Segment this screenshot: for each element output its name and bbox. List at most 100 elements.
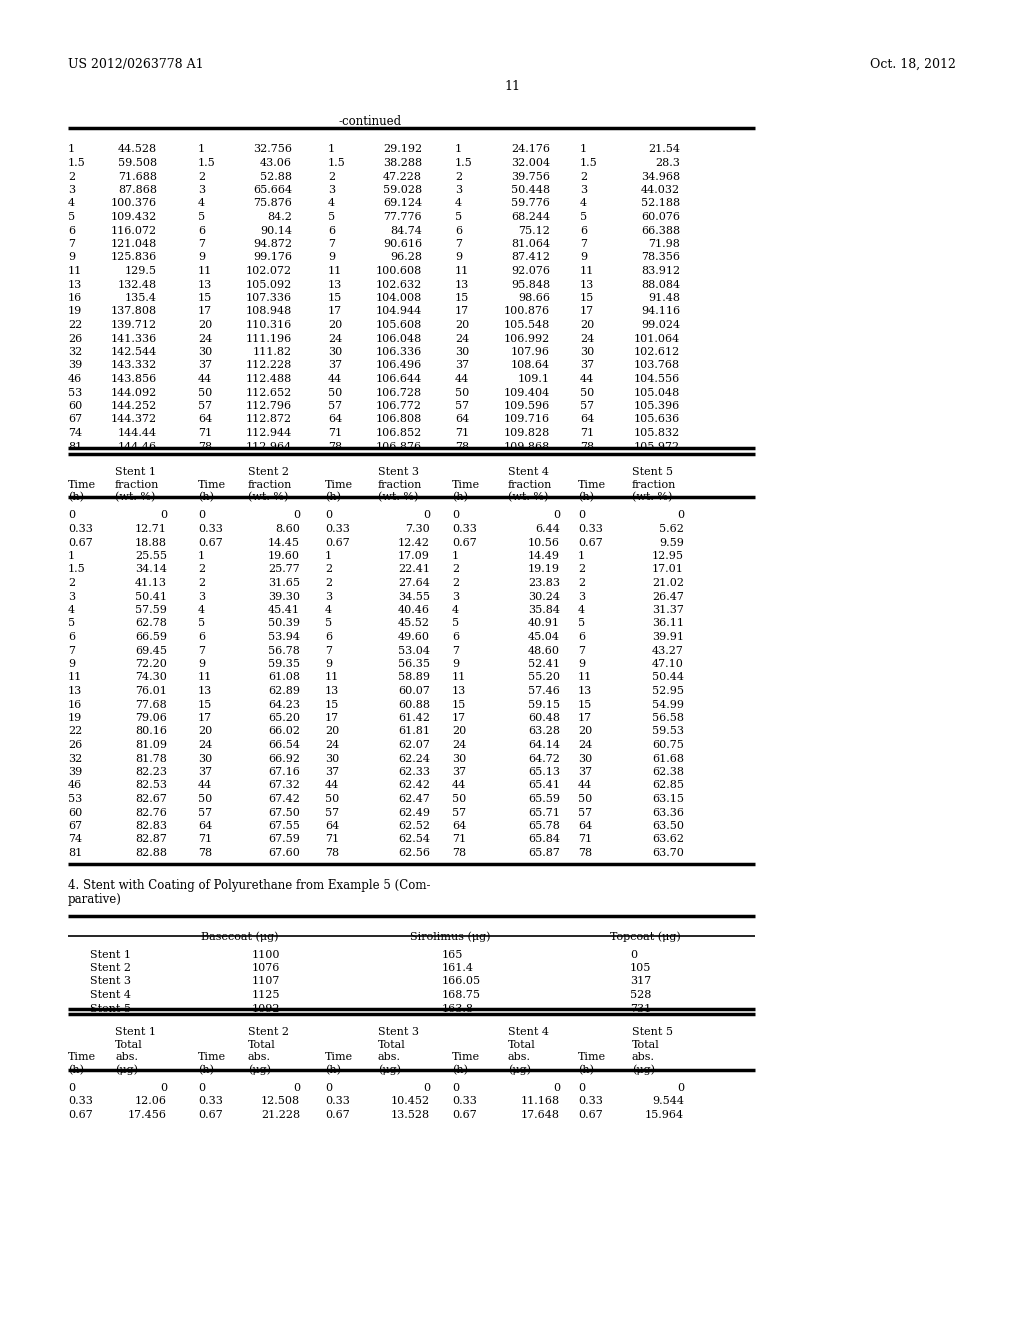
Text: 30: 30 — [198, 347, 212, 356]
Text: 53: 53 — [68, 388, 82, 397]
Text: Stent 1: Stent 1 — [115, 1027, 156, 1038]
Text: 31.37: 31.37 — [652, 605, 684, 615]
Text: 11: 11 — [452, 672, 466, 682]
Text: 9: 9 — [68, 252, 75, 263]
Text: 100.608: 100.608 — [376, 267, 422, 276]
Text: 0.67: 0.67 — [578, 1110, 603, 1119]
Text: 137.808: 137.808 — [111, 306, 157, 317]
Text: Stent 2: Stent 2 — [248, 1027, 289, 1038]
Text: 30.24: 30.24 — [528, 591, 560, 602]
Text: abs.: abs. — [378, 1052, 401, 1063]
Text: 7: 7 — [325, 645, 332, 656]
Text: Stent 3: Stent 3 — [378, 467, 419, 477]
Text: 6: 6 — [328, 226, 335, 235]
Text: 0: 0 — [553, 511, 560, 520]
Text: 65.71: 65.71 — [528, 808, 560, 817]
Text: 106.496: 106.496 — [376, 360, 422, 371]
Text: 62.42: 62.42 — [398, 780, 430, 791]
Text: 50: 50 — [198, 795, 212, 804]
Text: 12.508: 12.508 — [261, 1097, 300, 1106]
Text: 81: 81 — [68, 847, 82, 858]
Text: 67.16: 67.16 — [268, 767, 300, 777]
Text: 4: 4 — [328, 198, 335, 209]
Text: 49.60: 49.60 — [398, 632, 430, 642]
Text: 11: 11 — [455, 267, 469, 276]
Text: 0: 0 — [578, 511, 585, 520]
Text: 24.176: 24.176 — [511, 144, 550, 154]
Text: 62.33: 62.33 — [398, 767, 430, 777]
Text: 34.968: 34.968 — [641, 172, 680, 181]
Text: 65.664: 65.664 — [253, 185, 292, 195]
Text: 0.67: 0.67 — [452, 1110, 477, 1119]
Text: 7: 7 — [578, 645, 585, 656]
Text: 24: 24 — [198, 334, 212, 343]
Text: 17.09: 17.09 — [398, 550, 430, 561]
Text: 39.756: 39.756 — [511, 172, 550, 181]
Text: 111.82: 111.82 — [253, 347, 292, 356]
Text: 3: 3 — [68, 185, 75, 195]
Text: Stent 2: Stent 2 — [90, 964, 131, 973]
Text: 71: 71 — [328, 428, 342, 438]
Text: (μg): (μg) — [378, 1064, 401, 1074]
Text: 57: 57 — [328, 401, 342, 411]
Text: 15: 15 — [580, 293, 594, 304]
Text: 59.35: 59.35 — [268, 659, 300, 669]
Text: 37: 37 — [455, 360, 469, 371]
Text: 84.2: 84.2 — [267, 213, 292, 222]
Text: Stent 2: Stent 2 — [248, 467, 289, 477]
Text: 1: 1 — [580, 144, 587, 154]
Text: 8.60: 8.60 — [275, 524, 300, 535]
Text: (wt. %): (wt. %) — [508, 492, 549, 503]
Text: 83.912: 83.912 — [641, 267, 680, 276]
Text: 90.616: 90.616 — [383, 239, 422, 249]
Text: (wt. %): (wt. %) — [632, 492, 673, 503]
Text: 32.756: 32.756 — [253, 144, 292, 154]
Text: 66.02: 66.02 — [268, 726, 300, 737]
Text: 15.964: 15.964 — [645, 1110, 684, 1119]
Text: 67: 67 — [68, 414, 82, 425]
Text: 13: 13 — [198, 280, 212, 289]
Text: 106.772: 106.772 — [376, 401, 422, 411]
Text: 165: 165 — [442, 949, 464, 960]
Text: 67.55: 67.55 — [268, 821, 300, 832]
Text: 144.372: 144.372 — [111, 414, 157, 425]
Text: 44.032: 44.032 — [641, 185, 680, 195]
Text: 50: 50 — [328, 388, 342, 397]
Text: 34.55: 34.55 — [398, 591, 430, 602]
Text: Stent 4: Stent 4 — [508, 1027, 549, 1038]
Text: 17: 17 — [198, 713, 212, 723]
Text: 5: 5 — [328, 213, 335, 222]
Text: 2: 2 — [578, 578, 585, 587]
Text: 37: 37 — [198, 360, 212, 371]
Text: 54.99: 54.99 — [652, 700, 684, 710]
Text: 105.548: 105.548 — [504, 319, 550, 330]
Text: 103.768: 103.768 — [634, 360, 680, 371]
Text: 6: 6 — [325, 632, 332, 642]
Text: 50: 50 — [578, 795, 592, 804]
Text: 1.5: 1.5 — [68, 158, 86, 168]
Text: Stent 3: Stent 3 — [90, 977, 131, 986]
Text: 44: 44 — [325, 780, 339, 791]
Text: Total: Total — [632, 1040, 659, 1049]
Text: 20: 20 — [580, 319, 594, 330]
Text: 78: 78 — [325, 847, 339, 858]
Text: 20: 20 — [452, 726, 466, 737]
Text: 0.33: 0.33 — [198, 1097, 223, 1106]
Text: 38.288: 38.288 — [383, 158, 422, 168]
Text: 6: 6 — [578, 632, 585, 642]
Text: 50: 50 — [325, 795, 339, 804]
Text: 61.68: 61.68 — [652, 754, 684, 763]
Text: 24: 24 — [452, 741, 466, 750]
Text: 1: 1 — [328, 144, 335, 154]
Text: Stent 3: Stent 3 — [378, 1027, 419, 1038]
Text: 59.508: 59.508 — [118, 158, 157, 168]
Text: fraction: fraction — [632, 479, 677, 490]
Text: 64: 64 — [578, 821, 592, 832]
Text: 1107: 1107 — [252, 977, 281, 986]
Text: 53.94: 53.94 — [268, 632, 300, 642]
Text: (μg): (μg) — [508, 1064, 531, 1074]
Text: 82.87: 82.87 — [135, 834, 167, 845]
Text: 11: 11 — [325, 672, 339, 682]
Text: 168.75: 168.75 — [442, 990, 481, 1001]
Text: 65.78: 65.78 — [528, 821, 560, 832]
